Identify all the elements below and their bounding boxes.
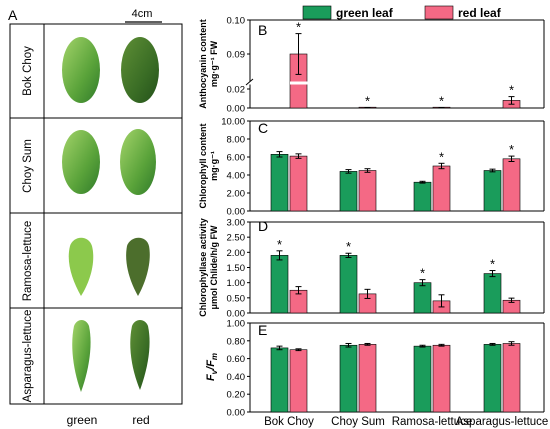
bar-c-asparagus-lettuce-green-leaf — [483, 170, 502, 212]
panel-c-label: C — [258, 120, 268, 136]
ylabel-e-part: m — [210, 353, 219, 360]
panel-d-label: D — [258, 218, 268, 234]
bar-break-gap-b — [290, 81, 308, 85]
ytick-d-0: 0.00 — [227, 309, 246, 320]
ylabel-d-line-2: μmol Chlide/h/g FW — [209, 225, 219, 310]
bar-c-bok-choy-red-leaf — [289, 155, 308, 212]
ylabel-e-part: /F — [205, 360, 217, 371]
ytick-d-2: 1.00 — [227, 278, 246, 289]
bar-d-choy-sum-green-leaf-significance: * — [346, 239, 351, 254]
bar-b-ramosa-lettuce-red-leaf-significance: * — [439, 94, 444, 109]
ylabel-b-line-2: mg·g⁻¹ FW — [209, 40, 219, 87]
scale-bar-label: 4cm — [132, 8, 153, 20]
ylabel-d-line-1: Chlorophyllase activity — [198, 218, 208, 317]
ylabel-b-line-1: Anthocyanin content — [198, 19, 208, 109]
legend-swatch-green-leaf — [302, 5, 332, 20]
ytick-c-3: 6.00 — [227, 153, 246, 164]
ytick-d-4: 2.00 — [227, 248, 246, 259]
bar-d-asparagus-lettuce-green-leaf — [483, 273, 502, 314]
panel-a-label: A — [8, 7, 18, 23]
bar-c-ramosa-lettuce-red-leaf — [432, 165, 451, 212]
bar-d-bok-choy-green-leaf-significance: * — [277, 237, 282, 252]
bar-d-ramosa-lettuce-green-leaf — [413, 282, 432, 314]
bar-e-asparagus-lettuce-red-leaf — [502, 343, 521, 413]
column-label-green: green — [67, 413, 98, 427]
row-label-ramosa-lettuce: Ramosa-lettuce — [22, 221, 34, 302]
ytick-b-3: 0.10 — [227, 16, 246, 27]
category-label-asparagus-lettuce: Asparagus-lettuce — [456, 416, 549, 428]
axis-break-mark-b — [245, 78, 254, 86]
bar-d-bok-choy-green-leaf — [270, 255, 289, 314]
ytick-d-3: 1.50 — [227, 263, 246, 274]
leaf-asparagus-lettuce-red — [130, 320, 150, 390]
row-label-asparagus-lettuce: Asparagus-lettuce — [22, 310, 34, 403]
legend-label-red-leaf: red leaf — [458, 6, 502, 20]
bar-e-choy-sum-red-leaf — [358, 344, 377, 413]
bar-c-asparagus-lettuce-red-leaf-significance: * — [509, 142, 514, 157]
ytick-b-2: 0.09 — [227, 50, 246, 61]
category-label-choy-sum: Choy Sum — [331, 416, 385, 428]
leaf-choy-sum-green — [62, 130, 100, 194]
bar-d-ramosa-lettuce-green-leaf-significance: * — [420, 266, 425, 281]
bar-c-choy-sum-red-leaf — [358, 170, 377, 212]
column-label-red: red — [132, 413, 149, 427]
legend-label-green-leaf: green leaf — [336, 6, 394, 20]
bar-d-choy-sum-green-leaf — [339, 255, 358, 314]
leaf-choy-sum-red — [120, 129, 156, 195]
ylabel-e-part: v — [210, 369, 219, 374]
bar-b-asparagus-lettuce-red-leaf-significance: * — [509, 83, 514, 98]
axis-break-gap-b — [246, 81, 254, 85]
bar-e-asparagus-lettuce-green-leaf — [483, 344, 502, 413]
bar-c-ramosa-lettuce-red-leaf-significance: * — [439, 149, 444, 164]
leaf-ramosa-lettuce-green — [68, 237, 94, 296]
ytick-b-0: 0.00 — [227, 104, 246, 115]
ytick-c-4: 8.00 — [227, 135, 246, 146]
ylabel-e-part: F — [205, 374, 217, 381]
bar-b-bok-choy-red-leaf-significance: * — [296, 20, 301, 35]
panel-b-label: B — [258, 22, 267, 38]
ytick-d-6: 3.00 — [227, 218, 246, 229]
bar-e-choy-sum-green-leaf — [339, 344, 358, 413]
leaf-bok-choy-green — [62, 37, 100, 103]
ytick-e-0: 0.00 — [227, 408, 246, 419]
bar-e-bok-choy-green-leaf — [270, 347, 289, 413]
ytick-e-4: 0.80 — [227, 336, 246, 347]
ylabel-c-line-1: Chlorophyll content — [198, 124, 208, 209]
legend-swatch-red-leaf — [424, 5, 454, 20]
bar-c-choy-sum-green-leaf — [339, 171, 358, 212]
ylabel-c-line-2: mg·g⁻¹ — [209, 151, 219, 181]
bar-c-ramosa-lettuce-green-leaf — [413, 181, 432, 212]
leaf-bok-choy-red — [121, 37, 159, 103]
ytick-e-3: 0.60 — [227, 354, 246, 365]
ytick-c-1: 2.00 — [227, 189, 246, 200]
ytick-c-2: 4.00 — [227, 171, 246, 182]
leaf-ramosa-lettuce-red — [126, 237, 150, 296]
category-label-bok-choy: Bok Choy — [264, 416, 314, 428]
ytick-e-5: 1.00 — [227, 319, 246, 330]
bar-e-ramosa-lettuce-red-leaf — [432, 344, 451, 413]
bar-c-asparagus-lettuce-red-leaf — [502, 158, 521, 212]
category-label-ramosa-lettuce: Ramosa-lettuce — [392, 416, 473, 428]
bar-b-choy-sum-red-leaf-significance: * — [365, 94, 370, 109]
ytick-b-1: 0.02 — [227, 85, 246, 96]
ytick-d-5: 2.50 — [227, 233, 246, 244]
row-label-bok-choy: Bok Choy — [22, 46, 34, 96]
panel-a-frame — [9, 23, 183, 405]
row-label-choy-sum: Choy Sum — [22, 139, 34, 193]
bar-d-asparagus-lettuce-green-leaf-significance: * — [490, 257, 495, 272]
ytick-c-0: 0.00 — [227, 207, 246, 218]
leaf-asparagus-lettuce-green — [72, 320, 91, 392]
bar-c-bok-choy-green-leaf — [270, 154, 289, 212]
panel-e-label: E — [258, 322, 267, 338]
ytick-e-2: 0.40 — [227, 372, 246, 383]
ytick-d-1: 0.50 — [227, 293, 246, 304]
ytick-c-5: 10.00 — [221, 117, 245, 128]
bar-e-bok-choy-red-leaf — [289, 349, 308, 413]
bar-e-ramosa-lettuce-green-leaf — [413, 345, 432, 413]
ylabel-e: Fv/Fm — [205, 353, 219, 381]
charts-group: 0.000.020.090.10 ** **Anthocyanin content m… — [198, 16, 545, 419]
ytick-e-1: 0.20 — [227, 390, 246, 401]
